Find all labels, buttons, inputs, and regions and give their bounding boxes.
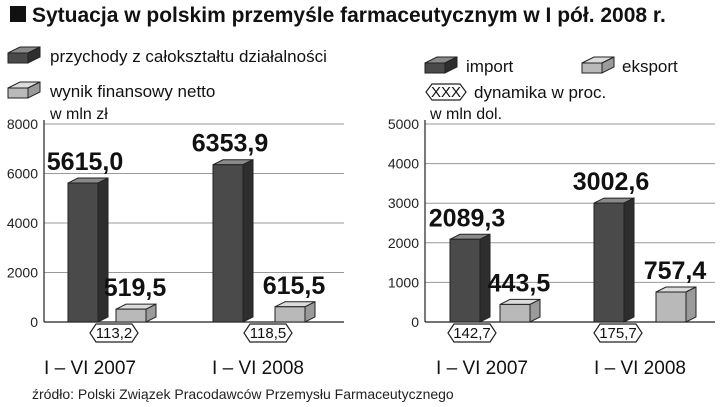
bar-front (449, 238, 481, 323)
dynamics-badge (89, 323, 139, 343)
dynamics-value: 142,7 (453, 325, 491, 342)
unit-label-left: w mln zł (49, 106, 108, 123)
data-label: 2089,3 (429, 204, 505, 232)
bar-front (274, 306, 306, 323)
y-tick-label: 4000 (7, 215, 38, 231)
data-label: 6353,9 (192, 130, 268, 158)
bar-front (593, 202, 625, 323)
dynamics-value: 118,5 (250, 325, 286, 342)
dynamics-badge (243, 323, 293, 343)
data-label: 3002,6 (573, 168, 649, 196)
bar-front (499, 303, 531, 323)
bar-side (97, 177, 109, 323)
data-label: 519,5 (104, 274, 167, 302)
chart-panel-right: 0 1000 2000 3000 4000 5000 2089,3 443,5 142,7 I –… (388, 116, 715, 379)
legend-label-import: import (466, 57, 514, 76)
legend-swatch-import (424, 56, 458, 74)
dynamics-legend-badge (425, 83, 467, 101)
bar-side (242, 158, 254, 323)
y-tick-label: 2000 (7, 265, 38, 281)
y-tick-label: 1000 (388, 274, 419, 290)
data-label: 5615,0 (47, 148, 123, 176)
bar-secondary (274, 300, 316, 323)
x-category-label: I – VI 2008 (212, 358, 304, 379)
bar-side (304, 300, 316, 323)
bar-primary (449, 233, 491, 323)
dynamics-value: 175,7 (599, 325, 637, 342)
dynamics-value: 113,2 (96, 325, 132, 342)
y-tick-label: 3000 (388, 195, 419, 211)
legend-swatch-revenue (7, 46, 41, 64)
legend-label-revenue: przychody z całokształtu działalności (50, 47, 327, 66)
bar-side (145, 303, 157, 323)
data-label: 757,4 (644, 257, 707, 285)
bar-primary (593, 197, 635, 323)
bar-side (479, 233, 491, 323)
legend-right: import eksport XXX dynamika w proc. w ml… (424, 56, 678, 123)
x-category-label: I – VI 2008 (594, 358, 686, 379)
bar-secondary (655, 286, 697, 323)
bar-side (685, 286, 697, 323)
dynamics-badge (593, 323, 643, 343)
x-category-label: I – VI 2007 (44, 358, 136, 379)
legend-left: przychody z całokształtu działalności wy… (7, 46, 327, 123)
dynamics-legend-symbol: XXX (431, 84, 461, 101)
bar-primary (67, 177, 109, 323)
y-tick-label: 5000 (388, 116, 419, 132)
data-label: 615,5 (263, 272, 326, 300)
dynamics-badge (447, 323, 497, 343)
y-tick-label: 6000 (7, 166, 38, 182)
title-square-icon (10, 6, 26, 22)
unit-label-right: w mln dol. (429, 106, 502, 123)
x-category-label: I – VI 2007 (436, 358, 528, 379)
bar-secondary (499, 298, 541, 323)
y-tick-label: 0 (411, 314, 419, 330)
y-tick-label: 4000 (388, 156, 419, 172)
legend-label-export: eksport (622, 57, 678, 76)
dynamics-legend-label: dynamika w proc. (474, 83, 606, 102)
chart-title: Sytuacja w polskim przemyśle farmaceutyc… (32, 4, 666, 27)
bar-front (115, 308, 147, 323)
source-note: źródło: Polski Związek Pracodawców Przem… (32, 386, 454, 402)
chart-panel-left: 0 2000 4000 6000 8000 5615,0 519,5 113,2 I – VI … (7, 116, 344, 379)
bar-secondary (115, 303, 157, 323)
legend-swatch-net-result (7, 81, 41, 99)
legend-swatch-export (581, 56, 615, 74)
bar-side (623, 197, 635, 323)
y-tick-label: 8000 (7, 116, 38, 132)
bar-primary (212, 158, 254, 323)
legend-label-net-result: wynik finansowy netto (49, 82, 215, 101)
bar-side (529, 298, 541, 323)
bar-front (212, 164, 244, 323)
y-tick-label: 0 (30, 314, 38, 330)
y-tick-label: 2000 (388, 235, 419, 251)
data-label: 443,5 (488, 269, 551, 297)
bar-front (67, 182, 99, 323)
bar-front (655, 291, 687, 323)
